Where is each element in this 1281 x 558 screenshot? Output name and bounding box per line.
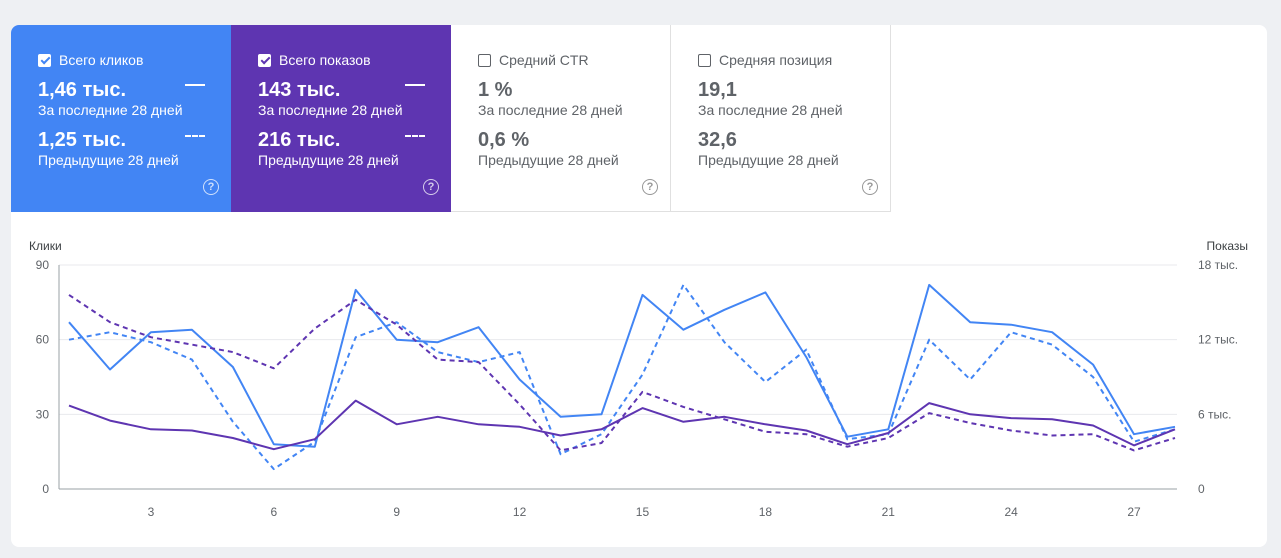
card-header[interactable]: Средний CTR xyxy=(478,51,670,69)
previous-value: 0,6 % xyxy=(478,129,530,151)
card-header[interactable]: Всего показов xyxy=(258,51,451,69)
card-average-position[interactable]: Средняя позиция 19,1 За последние 28 дне… xyxy=(671,25,891,212)
current-value: 19,1 xyxy=(698,79,737,101)
current-period-label: За последние 28 дней xyxy=(698,102,843,118)
previous-period-label: Предыдущие 28 дней xyxy=(258,152,399,168)
checkbox-icon[interactable] xyxy=(258,53,271,67)
solid-line-legend-icon xyxy=(185,84,205,86)
current-value: 143 тыс. xyxy=(258,79,341,101)
series-line-impressions-previous xyxy=(68,294,1176,452)
series-line-impressions-current xyxy=(68,399,1176,451)
checkbox-icon[interactable] xyxy=(38,53,51,67)
left-tick-label: 60 xyxy=(36,333,50,347)
left-tick-label: 0 xyxy=(42,482,49,496)
help-icon[interactable]: ? xyxy=(423,179,439,195)
current-period-label: За последние 28 дней xyxy=(478,102,623,118)
solid-line-legend-icon xyxy=(405,84,425,86)
x-tick-label: 3 xyxy=(148,505,155,519)
x-tick-label: 27 xyxy=(1127,505,1141,519)
card-average-ctr[interactable]: Средний CTR 1 % За последние 28 дней 0,6… xyxy=(451,25,671,212)
card-header[interactable]: Всего кликов xyxy=(38,51,231,69)
previous-period-label: Предыдущие 28 дней xyxy=(478,152,619,168)
right-axis-title: Показы xyxy=(1207,239,1248,253)
x-tick-label: 12 xyxy=(513,505,527,519)
card-label: Средний CTR xyxy=(499,52,589,68)
checkbox-icon[interactable] xyxy=(478,53,491,67)
x-tick-label: 6 xyxy=(270,505,277,519)
card-label: Всего кликов xyxy=(59,52,144,68)
x-tick-label: 15 xyxy=(636,505,650,519)
right-tick-label: 6 тыс. xyxy=(1198,407,1231,421)
dashed-line-legend-icon xyxy=(185,135,205,137)
previous-period-label: Предыдущие 28 дней xyxy=(698,152,839,168)
right-tick-label: 18 тыс. xyxy=(1198,258,1238,272)
series-line-clicks-current xyxy=(68,283,1176,448)
previous-value: 216 тыс. xyxy=(258,129,341,151)
x-tick-label: 9 xyxy=(393,505,400,519)
current-period-label: За последние 28 дней xyxy=(38,102,183,118)
previous-period-label: Предыдущие 28 дней xyxy=(38,152,179,168)
current-value: 1,46 тыс. xyxy=(38,79,127,101)
previous-value: 32,6 xyxy=(698,129,737,151)
help-icon[interactable]: ? xyxy=(642,179,658,195)
current-value: 1 % xyxy=(478,79,513,101)
help-icon[interactable]: ? xyxy=(862,179,878,195)
card-total-impressions[interactable]: Всего показов 143 тыс. За последние 28 д… xyxy=(231,25,451,212)
left-tick-label: 90 xyxy=(36,258,50,272)
right-tick-label: 0 xyxy=(1198,482,1205,496)
right-tick-label: 12 тыс. xyxy=(1198,333,1238,347)
current-period-label: За последние 28 дней xyxy=(258,102,403,118)
left-axis-title: Клики xyxy=(29,239,62,253)
card-total-clicks[interactable]: Всего кликов 1,46 тыс. За последние 28 д… xyxy=(11,25,231,212)
previous-value: 1,25 тыс. xyxy=(38,129,127,151)
card-header[interactable]: Средняя позиция xyxy=(698,51,890,69)
series-line-clicks-previous xyxy=(68,283,1176,471)
help-icon[interactable]: ? xyxy=(203,179,219,195)
left-tick-label: 30 xyxy=(36,407,50,421)
performance-panel: Всего кликов 1,46 тыс. За последние 28 д… xyxy=(11,25,1267,547)
x-tick-label: 21 xyxy=(882,505,896,519)
performance-chart[interactable]: Клики Показы 0 0 30 6 тыс. 60 12 тыс. 90 18 тыс… xyxy=(11,25,1267,547)
checkbox-icon[interactable] xyxy=(698,53,711,67)
metric-cards: Всего кликов 1,46 тыс. За последние 28 д… xyxy=(11,25,891,212)
card-label: Всего показов xyxy=(279,52,371,68)
x-tick-label: 18 xyxy=(759,505,773,519)
x-tick-label: 24 xyxy=(1004,505,1018,519)
card-label: Средняя позиция xyxy=(719,52,833,68)
dashed-line-legend-icon xyxy=(405,135,425,137)
